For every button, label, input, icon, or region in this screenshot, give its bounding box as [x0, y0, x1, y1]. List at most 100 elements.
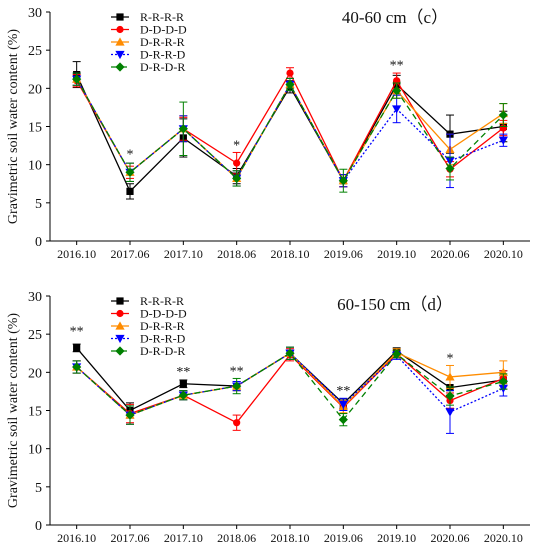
data-point: [179, 380, 187, 388]
legend-label: D-D-D-D: [140, 307, 187, 321]
y-tick-label: 30: [28, 6, 42, 21]
significance-mark: **: [336, 384, 350, 399]
legend-label: D-D-D-D: [140, 23, 187, 37]
y-tick-label: 10: [28, 159, 42, 174]
y-tick-label: 0: [35, 235, 42, 250]
data-point: [338, 176, 348, 186]
data-point: [498, 376, 508, 387]
significance-mark: **: [390, 58, 404, 73]
data-point: [232, 173, 242, 184]
legend-marker: [116, 309, 124, 318]
data-point: [445, 163, 455, 174]
significance-mark: *: [127, 148, 134, 163]
legend-label: D-R-D-R: [140, 344, 185, 358]
x-tick-label: 2018.06: [217, 531, 256, 545]
significance-mark: *: [447, 351, 454, 366]
x-tick-label: 2019.10: [377, 247, 416, 261]
y-tick-label: 25: [28, 328, 42, 343]
y-tick-label: 15: [28, 121, 42, 136]
legend-label: D-R-R-R: [140, 319, 185, 333]
chart-panel-d: 0 5 10 15 20 25 30 2016.10 2017.06 2017.10 2018.06…: [6, 290, 530, 545]
series-D-R-D-R: [72, 346, 508, 427]
legend-label: D-R-R-R: [140, 35, 185, 49]
data-point: [125, 167, 135, 177]
x-tick-label: 2017.10: [164, 531, 203, 545]
data-point: [445, 408, 455, 417]
data-point: [178, 124, 188, 134]
legend-label: D-R-D-R: [140, 60, 185, 74]
x-tick-label: 2018.10: [271, 247, 310, 261]
data-point: [338, 400, 348, 409]
x-tick-label: 2017.06: [111, 531, 150, 545]
x-tick-label: 2020.06: [431, 531, 470, 545]
chart-panel-c: 0 5 10 15 20 25 30 2016.10 2017.06 2017.10 2018.06…: [6, 6, 530, 261]
x-tick-label: 2016.10: [57, 531, 96, 545]
y-axis-label: Gravimetric soil water content (%): [6, 313, 21, 508]
data-point: [498, 110, 508, 120]
legend-marker: [115, 37, 125, 46]
legend-marker: [115, 346, 125, 356]
data-point: [445, 372, 455, 381]
data-point: [72, 74, 82, 84]
x-tick-label: 2017.06: [111, 247, 150, 261]
data-point: [125, 410, 135, 420]
y-tick-label: 5: [35, 481, 42, 496]
series-line: [76, 78, 504, 183]
data-point: [72, 362, 82, 372]
y-tick-label: 10: [28, 443, 42, 458]
y-tick-label: 15: [28, 405, 42, 420]
data-point: [338, 415, 348, 425]
data-point: [233, 159, 241, 167]
y-tick-label: 25: [28, 44, 42, 59]
x-tick-label: 2018.06: [217, 247, 256, 261]
legend-label: D-R-R-D: [140, 332, 186, 346]
legend-label: D-R-R-D: [140, 48, 186, 62]
y-tick-label: 30: [28, 290, 42, 305]
legend-marker: [116, 297, 124, 305]
legend-marker: [116, 25, 124, 34]
data-point: [286, 69, 294, 77]
data-point: [285, 348, 295, 358]
y-axis-label: Gravimetric soil water content (%): [6, 29, 21, 224]
data-point: [445, 391, 455, 401]
data-point: [285, 79, 295, 90]
legend-marker: [115, 334, 125, 344]
legend-marker: [115, 50, 125, 60]
series-line: [76, 78, 504, 182]
significance-mark: **: [230, 364, 244, 379]
legend-label: R-R-R-R: [140, 10, 184, 24]
y-tick-label: 20: [28, 366, 42, 381]
significance-mark: **: [70, 325, 84, 340]
y-tick-label: 0: [35, 519, 42, 534]
data-point: [126, 187, 134, 195]
x-tick-label: 2020.10: [484, 247, 523, 261]
chart-title: 40-60 cm（c）: [342, 8, 448, 27]
x-tick-label: 2016.10: [57, 247, 96, 261]
data-point: [73, 344, 81, 352]
chart-title: 60-150 cm（d）: [337, 295, 453, 314]
x-tick-label: 2018.10: [271, 531, 310, 545]
data-point: [232, 381, 242, 391]
x-tick-label: 2017.10: [164, 247, 203, 261]
legend-marker: [115, 321, 125, 330]
data-point: [392, 86, 402, 96]
x-tick-label: 2019.06: [324, 247, 363, 261]
x-tick-label: 2019.06: [324, 531, 363, 545]
y-tick-label: 20: [28, 82, 42, 97]
legend-label: R-R-R-R: [140, 294, 184, 308]
series-line: [76, 78, 504, 183]
x-tick-label: 2020.10: [484, 531, 523, 545]
series-D-R-D-R: [72, 72, 508, 193]
x-tick-label: 2020.06: [431, 247, 470, 261]
significance-mark: **: [176, 365, 190, 380]
data-point: [498, 136, 508, 145]
significance-mark: *: [233, 138, 240, 153]
data-point: [178, 390, 188, 400]
y-tick-label: 5: [35, 197, 42, 212]
data-point: [392, 105, 402, 114]
data-point: [233, 419, 241, 427]
series-line: [76, 353, 504, 424]
legend-marker: [116, 13, 124, 21]
data-point: [392, 349, 402, 359]
